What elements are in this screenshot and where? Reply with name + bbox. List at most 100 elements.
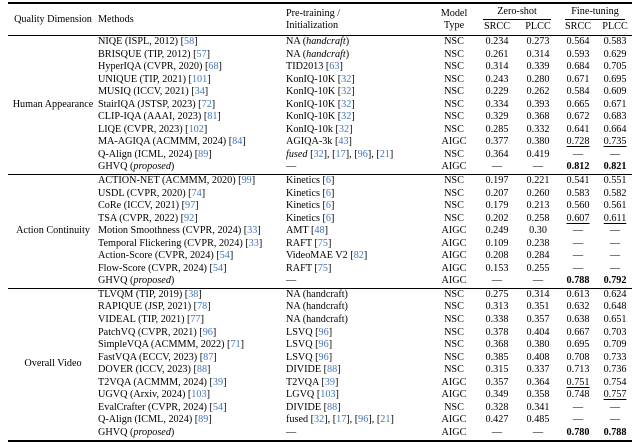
citation-link[interactable]: 57	[196, 48, 207, 60]
citation-link[interactable]: 99	[241, 175, 252, 187]
citation-link[interactable]: 74	[191, 187, 202, 199]
metric-value: 0.285	[485, 123, 509, 135]
text-segment: RAPIQUE (JSP, 2021) [	[98, 301, 198, 313]
model-type-cell: NSC	[432, 288, 476, 301]
citation-link[interactable]: 39	[212, 376, 224, 388]
citation-link[interactable]: 32	[313, 148, 324, 160]
model-type-cell: NSC	[432, 327, 476, 340]
citation-link[interactable]: 92	[184, 212, 195, 224]
citation-link[interactable]: 33	[247, 225, 258, 237]
citation-link[interactable]: 54	[212, 401, 224, 413]
citation-link[interactable]: 34	[194, 86, 205, 98]
citation-link[interactable]: 101	[191, 73, 208, 85]
metric-value: —	[572, 225, 584, 237]
zeroshot-srcc-cell: 0.275	[476, 288, 518, 301]
citation-link[interactable]: 32	[338, 123, 350, 135]
finetuning-srcc-cell: —	[558, 149, 598, 162]
col-header-methods: Methods	[98, 13, 134, 25]
citation-link[interactable]: 78	[197, 301, 208, 313]
citation-link[interactable]: 6	[325, 200, 331, 212]
citation-link[interactable]: 82	[353, 250, 364, 262]
citation-link[interactable]: 89	[198, 414, 209, 426]
citation-link[interactable]: 58	[184, 36, 195, 47]
citation-link[interactable]: 54	[219, 250, 230, 262]
text-segment: HyperIQA (CVPR, 2020) [	[98, 61, 209, 73]
text-segment: ]	[337, 401, 341, 413]
text-segment: NA (handcraft)	[286, 288, 348, 300]
metric-value: 0.684	[566, 61, 590, 73]
citation-link[interactable]: 17	[336, 414, 347, 426]
citation-link[interactable]: 54	[212, 262, 224, 274]
citation-link[interactable]: 32	[341, 73, 352, 85]
text-segment: ]	[257, 225, 261, 237]
citation-link[interactable]: 32	[314, 414, 325, 426]
citation-link[interactable]: 6	[325, 175, 331, 187]
citation-link[interactable]: 39	[324, 376, 335, 388]
citation-link[interactable]: 32	[341, 86, 352, 98]
text-segment: ACTION-NET (ACMMM, 2020) [	[98, 175, 242, 187]
citation-link[interactable]: 68	[208, 61, 219, 73]
citation-link[interactable]: 38	[188, 288, 199, 300]
citation-link[interactable]: 88	[327, 364, 338, 376]
metric-value: 0.695	[566, 339, 590, 351]
zeroshot-srcc-cell: 0.202	[476, 213, 518, 226]
citation-link[interactable]: 103	[320, 389, 336, 401]
citation-link[interactable]: 96	[202, 326, 213, 338]
citation-link[interactable]: 96	[318, 326, 329, 338]
table-row: TSA (CVPR, 2022) [92] Kinetics [6] NSC 0.20…	[8, 213, 632, 226]
citation-link[interactable]: 96	[318, 339, 329, 351]
text-segment: ]	[194, 212, 198, 224]
citation-link[interactable]: 96	[318, 351, 329, 363]
citation-link[interactable]: 32	[341, 111, 352, 123]
finetuning-plcc-cell: 0.582	[598, 188, 632, 201]
citation-link[interactable]: 43	[338, 136, 349, 148]
citation-link[interactable]: 75	[317, 237, 328, 249]
finetuning-srcc-cell: —	[558, 263, 598, 276]
method-cell: SimpleVQA (ACMMM, 2022) [71]	[98, 339, 286, 352]
citation-link[interactable]: 21	[379, 148, 390, 160]
finetuning-plcc-cell: 0.705	[598, 61, 632, 74]
finetuning-srcc-cell: —	[558, 238, 598, 251]
text-segment: KonIQ-10k [	[286, 123, 339, 135]
citation-link[interactable]: 33	[248, 237, 259, 249]
table-row: Flow-Score (CVPR, 2024) [54] RAFT [75] AIG…	[8, 263, 632, 276]
citation-link[interactable]: 6	[325, 212, 331, 224]
metric-value: AIGC	[441, 426, 467, 438]
citation-link[interactable]: 71	[230, 339, 241, 351]
citation-link[interactable]: 88	[327, 401, 338, 413]
metric-value: 0.651	[603, 314, 627, 326]
citation-link[interactable]: 63	[329, 61, 340, 73]
results-table: Quality Dimension Methods Pre-training /…	[8, 2, 633, 442]
text-segment: SimpleVQA (ACMMM, 2022) [	[98, 339, 231, 351]
model-type-cell: NSC	[432, 301, 476, 314]
citation-link[interactable]: 84	[232, 136, 243, 148]
text-segment: USDL (CVPR, 2020) [	[98, 187, 192, 199]
citation-link[interactable]: 89	[198, 148, 209, 160]
zeroshot-srcc-cell: 0.385	[476, 352, 518, 365]
citation-link[interactable]: 6	[325, 187, 331, 199]
citation-link[interactable]: 96	[358, 414, 369, 426]
citation-link[interactable]: 87	[203, 351, 214, 363]
citation-link[interactable]: 17	[335, 148, 346, 160]
citation-link[interactable]: 81	[207, 111, 218, 123]
metric-value: —	[609, 414, 621, 426]
metric-value: NSC	[444, 288, 464, 300]
citation-link[interactable]: 75	[317, 262, 328, 274]
pretraining-cell: KonIQ-10K [32]	[286, 74, 432, 87]
citation-link[interactable]: 32	[341, 98, 352, 110]
citation-link[interactable]: 88	[196, 364, 208, 376]
citation-link[interactable]: 48	[314, 225, 325, 237]
zeroshot-plcc-cell: 0.314	[518, 288, 558, 301]
citation-link[interactable]: 77	[190, 314, 201, 326]
citation-link[interactable]: 102	[188, 123, 204, 135]
pretraining-cell: NA (handcraft)	[286, 288, 432, 301]
text-segment: ]	[208, 148, 212, 160]
metric-value: 0.197	[485, 175, 509, 187]
citation-link[interactable]: 97	[184, 200, 196, 212]
citation-link[interactable]: 103	[191, 389, 207, 401]
metric-value: 0.243	[485, 73, 509, 85]
citation-link[interactable]: 96	[357, 148, 368, 160]
citation-link[interactable]: 72	[201, 98, 212, 110]
citation-link[interactable]: 21	[380, 414, 391, 426]
metric-value: 0.632	[566, 301, 590, 313]
